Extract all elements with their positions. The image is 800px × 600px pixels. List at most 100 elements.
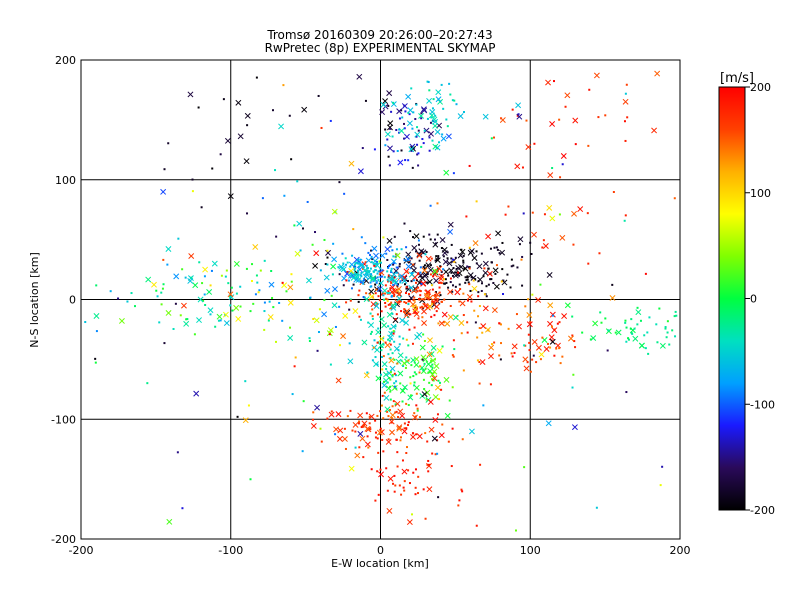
data-point-dot <box>671 329 674 332</box>
data-point-dot <box>529 370 532 373</box>
data-point-dot <box>416 409 419 412</box>
data-point-dot <box>478 360 481 363</box>
data-point-dot <box>318 308 321 311</box>
data-point-dot <box>422 235 425 238</box>
data-point-dot <box>408 482 411 485</box>
data-point-dot <box>354 267 357 270</box>
data-point-dot <box>425 250 428 253</box>
data-point-dot <box>452 172 455 175</box>
data-point-dot <box>404 110 407 113</box>
data-point-x <box>401 360 408 367</box>
data-point-dot <box>386 298 389 301</box>
data-point-dot <box>441 345 444 348</box>
data-point-dot <box>466 276 469 279</box>
data-point-x <box>564 302 571 309</box>
data-point-dot <box>161 287 164 290</box>
data-point-dot <box>251 263 254 266</box>
data-point-dot <box>455 271 458 274</box>
data-point-dot <box>436 439 439 442</box>
data-point-dot <box>673 197 676 200</box>
data-point-dot <box>426 265 429 268</box>
data-point-x <box>401 103 408 109</box>
data-point-x <box>427 303 433 310</box>
data-point-dot <box>477 295 480 298</box>
data-point-dot <box>392 101 395 104</box>
data-point-dot <box>387 325 390 328</box>
data-point-x <box>525 144 532 151</box>
data-point-dot <box>405 402 408 405</box>
data-point-dot <box>393 340 396 343</box>
data-point-x <box>427 266 434 273</box>
data-point-x <box>384 246 391 253</box>
data-point-dot <box>543 213 546 216</box>
data-point-dot <box>411 342 414 345</box>
data-point-dot <box>363 424 366 427</box>
data-point-dot <box>398 262 401 265</box>
data-point-x <box>441 311 448 318</box>
data-point-x <box>354 452 361 459</box>
data-point-dot <box>436 452 439 455</box>
data-point-dot <box>291 393 294 396</box>
data-point-dot <box>204 303 207 306</box>
data-point-dot <box>639 319 642 322</box>
data-point-dot <box>451 99 454 102</box>
data-point-dot <box>222 98 225 101</box>
data-point-x <box>443 376 450 383</box>
data-point-dot <box>377 451 380 454</box>
data-point-x <box>393 267 400 274</box>
data-point-x <box>438 273 445 280</box>
data-point-dot <box>433 238 436 241</box>
data-point-x <box>476 263 483 270</box>
data-point-x <box>387 145 393 152</box>
data-point-dot <box>498 252 501 255</box>
data-point-dot <box>312 411 315 414</box>
data-point-x <box>522 356 529 363</box>
data-point-x <box>459 248 466 255</box>
data-point-dot <box>430 359 433 362</box>
data-point-x <box>488 353 494 360</box>
data-point-x <box>202 266 209 273</box>
data-point-x <box>388 330 395 337</box>
data-point-dot <box>502 293 505 296</box>
data-point-x <box>427 337 433 344</box>
data-point-dot <box>236 415 239 418</box>
data-point-dot <box>429 238 432 241</box>
data-point-dot <box>392 262 395 265</box>
data-point-dot <box>402 365 405 368</box>
data-point-dot <box>541 246 544 249</box>
data-point-dot <box>474 321 477 324</box>
data-point-dot <box>290 158 293 161</box>
data-point-dot <box>353 268 356 271</box>
data-point-dot <box>342 284 345 287</box>
data-point-x <box>421 320 428 326</box>
data-point-dot <box>478 305 481 308</box>
data-point-x <box>432 417 439 423</box>
data-points <box>84 70 678 532</box>
data-point-dot <box>407 159 410 162</box>
data-point-dot <box>395 410 398 413</box>
data-point-x <box>370 276 377 283</box>
data-point-dot <box>272 306 275 309</box>
data-point-dot <box>384 301 387 304</box>
data-point-dot <box>498 322 501 325</box>
data-point-x <box>363 372 370 379</box>
data-point-dot <box>426 273 429 276</box>
data-point-x <box>396 295 403 302</box>
data-point-dot <box>487 267 490 270</box>
data-point-dot <box>477 315 480 318</box>
data-point-dot <box>374 356 377 359</box>
data-point-x <box>426 278 433 285</box>
data-point-dot <box>427 81 430 84</box>
data-point-dot <box>385 467 388 470</box>
data-point-dot <box>160 303 163 306</box>
data-point-dot <box>403 127 406 130</box>
data-point-dot <box>177 237 180 240</box>
data-point-dot <box>462 369 465 372</box>
data-point-x <box>593 72 600 79</box>
data-point-dot <box>511 355 514 358</box>
data-point-dot <box>432 275 435 278</box>
data-point-dot <box>440 247 443 250</box>
data-point-x <box>370 275 377 282</box>
data-point-dot <box>384 305 387 308</box>
data-point-dot <box>431 452 434 455</box>
